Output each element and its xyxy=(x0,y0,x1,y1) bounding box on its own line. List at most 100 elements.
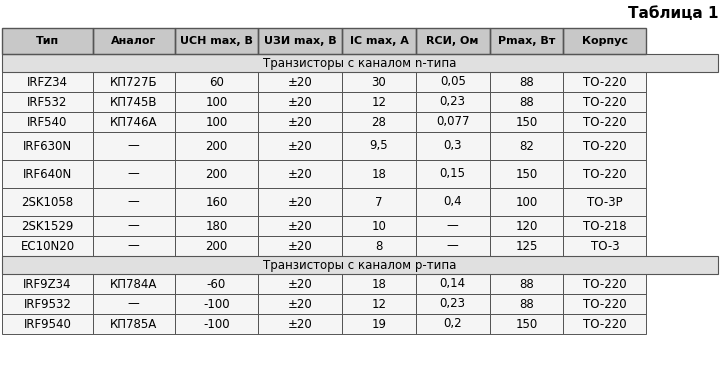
Bar xyxy=(174,294,258,314)
Text: 100: 100 xyxy=(205,116,228,129)
Text: 28: 28 xyxy=(372,116,387,129)
Text: TO-220: TO-220 xyxy=(583,297,626,310)
Text: 2SK1529: 2SK1529 xyxy=(22,220,73,232)
Text: 125: 125 xyxy=(516,240,538,253)
Bar xyxy=(342,28,416,54)
Bar xyxy=(2,54,718,72)
Bar xyxy=(174,92,258,112)
Bar xyxy=(258,112,342,132)
Bar xyxy=(174,132,258,160)
Bar xyxy=(490,112,563,132)
Bar xyxy=(93,160,174,188)
Text: Аналог: Аналог xyxy=(111,36,156,46)
Bar xyxy=(2,274,93,294)
Text: ±20: ±20 xyxy=(288,277,312,291)
Bar xyxy=(563,274,647,294)
Bar xyxy=(416,216,490,236)
Text: 10: 10 xyxy=(372,220,387,232)
Text: 100: 100 xyxy=(205,96,228,108)
Bar xyxy=(258,274,342,294)
Bar xyxy=(416,236,490,256)
Bar xyxy=(563,160,647,188)
Bar xyxy=(563,294,647,314)
Bar xyxy=(342,314,416,334)
Bar xyxy=(416,188,490,216)
Bar xyxy=(174,188,258,216)
Bar xyxy=(342,160,416,188)
Bar xyxy=(174,216,258,236)
Bar xyxy=(416,132,490,160)
Bar xyxy=(258,188,342,216)
Text: 2SK1058: 2SK1058 xyxy=(22,195,73,209)
Bar xyxy=(258,216,342,236)
Text: —: — xyxy=(128,240,140,253)
Bar xyxy=(563,188,647,216)
Bar xyxy=(2,132,93,160)
Bar xyxy=(2,294,93,314)
Bar xyxy=(416,92,490,112)
Text: ±20: ±20 xyxy=(288,297,312,310)
Bar xyxy=(342,112,416,132)
Bar xyxy=(2,132,93,160)
Bar xyxy=(416,314,490,334)
Text: КП785А: КП785А xyxy=(110,318,158,330)
Bar xyxy=(174,72,258,92)
Bar xyxy=(416,160,490,188)
Bar xyxy=(174,132,258,160)
Text: —: — xyxy=(128,195,140,209)
Bar xyxy=(490,28,563,54)
Text: EC10N20: EC10N20 xyxy=(20,240,75,253)
Bar xyxy=(258,160,342,188)
Bar xyxy=(93,92,174,112)
Bar xyxy=(342,132,416,160)
Bar xyxy=(2,72,93,92)
Text: Тип: Тип xyxy=(36,36,59,46)
Bar xyxy=(258,160,342,188)
Text: TO-220: TO-220 xyxy=(583,318,626,330)
Text: ±20: ±20 xyxy=(288,167,312,181)
Bar xyxy=(563,132,647,160)
Bar xyxy=(342,92,416,112)
Bar xyxy=(2,256,718,274)
Bar xyxy=(490,216,563,236)
Bar xyxy=(258,132,342,160)
Bar xyxy=(93,216,174,236)
Bar xyxy=(342,112,416,132)
Bar xyxy=(563,28,647,54)
Text: IRF9Z34: IRF9Z34 xyxy=(23,277,72,291)
Bar xyxy=(563,160,647,188)
Bar xyxy=(490,236,563,256)
Text: 88: 88 xyxy=(519,297,534,310)
Bar xyxy=(490,188,563,216)
Text: 88: 88 xyxy=(519,277,534,291)
Bar xyxy=(563,188,647,216)
Bar xyxy=(2,236,93,256)
Text: 180: 180 xyxy=(205,220,228,232)
Text: IRF9532: IRF9532 xyxy=(24,297,71,310)
Bar xyxy=(416,314,490,334)
Text: 200: 200 xyxy=(205,167,228,181)
Text: ±20: ±20 xyxy=(288,195,312,209)
Text: 9,5: 9,5 xyxy=(369,139,388,152)
Text: TO-220: TO-220 xyxy=(583,277,626,291)
Bar xyxy=(342,216,416,236)
Text: TO-220: TO-220 xyxy=(583,139,626,152)
Text: 0,23: 0,23 xyxy=(440,96,466,108)
Text: 0,077: 0,077 xyxy=(436,116,469,129)
Bar xyxy=(490,160,563,188)
Bar xyxy=(2,314,93,334)
Bar xyxy=(93,314,174,334)
Bar xyxy=(258,28,342,54)
Bar xyxy=(416,112,490,132)
Text: 88: 88 xyxy=(519,76,534,88)
Text: 0,3: 0,3 xyxy=(444,139,462,152)
Bar xyxy=(563,314,647,334)
Text: —: — xyxy=(128,297,140,310)
Bar xyxy=(342,92,416,112)
Text: 8: 8 xyxy=(375,240,382,253)
Text: 0,2: 0,2 xyxy=(444,318,462,330)
Bar xyxy=(93,274,174,294)
Bar xyxy=(490,274,563,294)
Bar xyxy=(563,92,647,112)
Bar xyxy=(490,132,563,160)
